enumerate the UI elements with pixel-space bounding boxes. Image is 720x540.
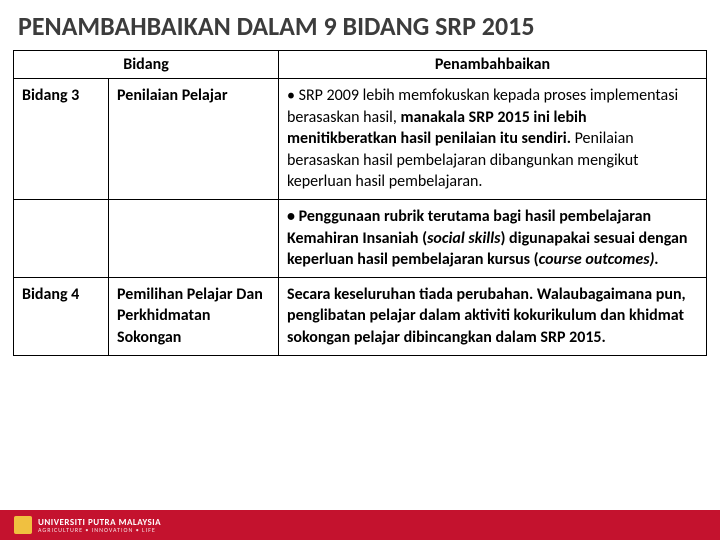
cell-empty — [14, 199, 109, 277]
university-crest-icon — [14, 516, 32, 534]
cell-bidang: Bidang 3 — [14, 79, 109, 200]
header-penambahbaikan: Penambahbaikan — [279, 51, 707, 79]
page-title: PENAMBAHBAIKAN DALAM 9 BIDANG SRP 2015 — [0, 0, 720, 50]
text-italic: social skills — [427, 229, 500, 248]
header-bidang: Bidang — [14, 51, 279, 79]
cell-desc: • Penggunaan rubrik terutama bagi hasil … — [279, 199, 707, 277]
footer-logo: UNIVERSITI PUTRA MALAYSIA AGRICULTURE • … — [14, 516, 161, 534]
content-table: Bidang Penambahbaikan Bidang 3 Penilaian… — [13, 50, 707, 356]
cell-desc: • SRP 2009 lebih memfokuskan kepada pros… — [279, 79, 707, 200]
cell-topic: Pemilihan Pelajar Dan Perkhidmatan Sokon… — [109, 277, 279, 355]
cell-bidang: Bidang 4 — [14, 277, 109, 355]
table-row: Bidang 4 Pemilihan Pelajar Dan Perkhidma… — [14, 277, 707, 355]
table-header-row: Bidang Penambahbaikan — [14, 51, 707, 79]
footer-tagline: AGRICULTURE • INNOVATION • LIFE — [38, 527, 161, 533]
text-italic: course outcomes). — [539, 250, 659, 269]
table-row: • Penggunaan rubrik terutama bagi hasil … — [14, 199, 707, 277]
cell-topic: Penilaian Pelajar — [109, 79, 279, 200]
cell-empty — [109, 199, 279, 277]
footer-text: UNIVERSITI PUTRA MALAYSIA AGRICULTURE • … — [38, 518, 161, 533]
footer-bar: UNIVERSITI PUTRA MALAYSIA AGRICULTURE • … — [0, 510, 720, 540]
table-row: Bidang 3 Penilaian Pelajar • SRP 2009 le… — [14, 79, 707, 200]
cell-desc: Secara keseluruhan tiada perubahan. Wala… — [279, 277, 707, 355]
